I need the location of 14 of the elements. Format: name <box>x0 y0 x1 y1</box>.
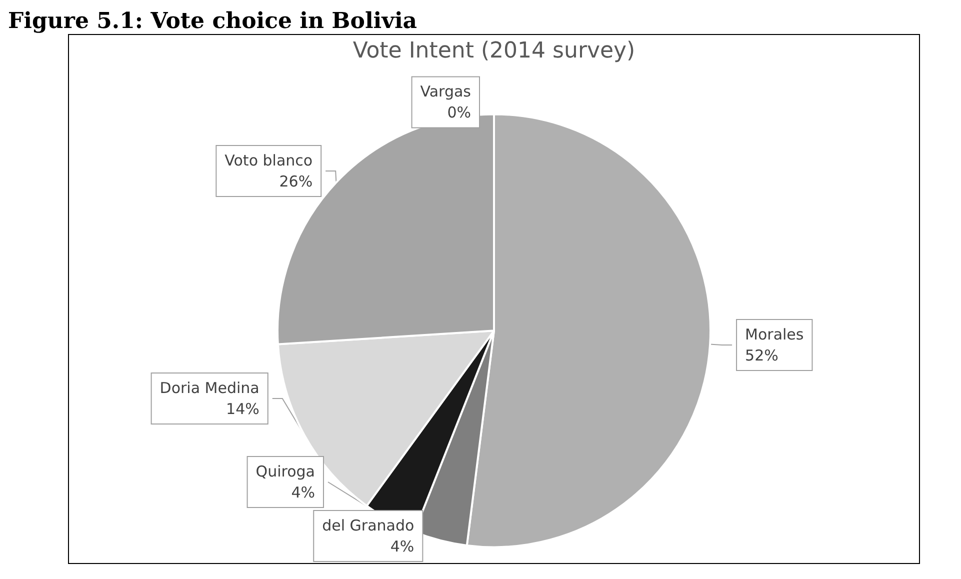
text: 0% <box>447 104 471 122</box>
chart-title: Figure 5.1: Vote choice in Bolivia <box>8 8 418 34</box>
slice-label: Quiroga <box>256 462 315 480</box>
slice-label: Morales <box>745 326 804 344</box>
slice-label: Voto blanco <box>224 151 313 170</box>
data-label: 26% <box>279 172 313 190</box>
data-label: 52% <box>745 346 778 365</box>
data-label: 4% <box>390 538 414 556</box>
data-label: 4% <box>291 484 315 502</box>
slice-label: Doria Medina <box>160 378 260 397</box>
category-label: Vargas <box>420 82 471 101</box>
chart-subtitle: Vote Intent (2014 survey) <box>352 38 636 64</box>
data-label: 14% <box>226 400 260 418</box>
slice-label: del Granado <box>322 516 414 534</box>
